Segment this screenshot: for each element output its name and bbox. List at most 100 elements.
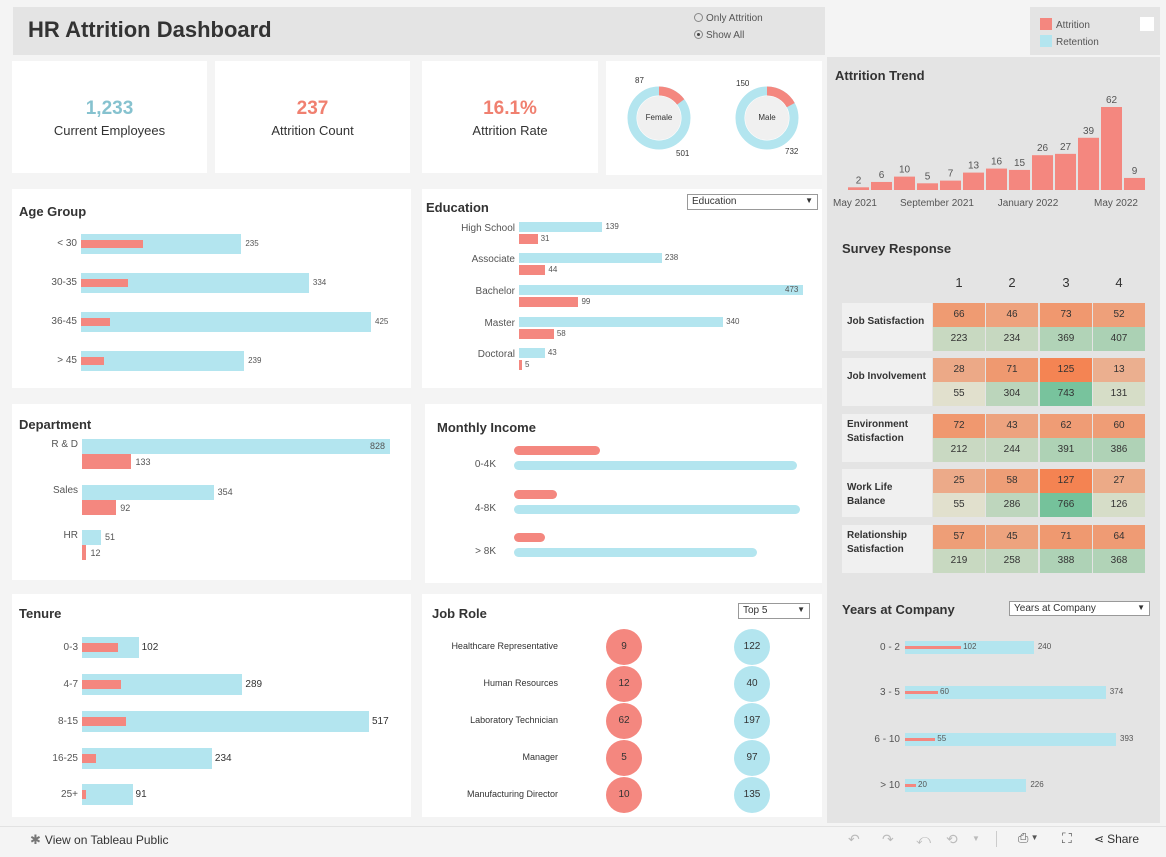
refresh-chevron-icon[interactable]: ▼ — [972, 834, 980, 843]
survey-retention-cell: 286 — [986, 493, 1038, 517]
education-attrition-bar — [519, 297, 579, 307]
yac-retention-bar — [905, 686, 1106, 699]
trend-bar — [1101, 107, 1122, 190]
survey-attrition-cell: 13 — [1093, 358, 1145, 382]
department-retention-bar — [82, 530, 101, 545]
kpi-attrition-rate-label: Attrition Rate — [472, 123, 548, 138]
survey-title: Survey Response — [842, 241, 952, 256]
legend-toggle-box[interactable] — [1140, 17, 1154, 31]
age-retention-value: 239 — [248, 356, 262, 365]
radio-empty-icon[interactable] — [694, 13, 703, 22]
kpi-attrition-count-card: 237 Attrition Count — [215, 61, 410, 173]
tenure-title: Tenure — [19, 606, 62, 621]
kpi-employees-value: 1,233 — [85, 98, 134, 119]
education-retention-bar — [519, 253, 662, 263]
trend-bar — [1055, 153, 1076, 190]
view-on-tableau-link[interactable]: ✱ View on Tableau Public — [30, 832, 169, 848]
department-category-label: Sales — [52, 485, 78, 496]
female-label: Female — [645, 113, 673, 122]
tenure-retention-value: 91 — [135, 789, 147, 800]
education-dropdown[interactable]: Education ▼ — [687, 194, 818, 210]
gender-card: Female Male 87 501 150 732 — [606, 61, 822, 175]
age-attrition-bar — [81, 279, 129, 287]
tenure-retention-value: 234 — [214, 753, 232, 764]
survey-attrition-cell: 43 — [986, 414, 1038, 438]
department-category-label: HR — [63, 530, 78, 541]
education-category-label: Bachelor — [475, 286, 515, 297]
education-category-label: Master — [484, 318, 515, 329]
survey-attrition-cell: 64 — [1093, 525, 1145, 549]
job-role-dropdown[interactable]: Top 5 ▼ — [738, 603, 810, 619]
education-attrition-value: 5 — [525, 360, 530, 369]
education-category-label: High School — [461, 223, 515, 234]
tenure-attrition-bar — [82, 680, 122, 689]
department-retention-value: 51 — [104, 532, 115, 542]
yac-attrition-bar — [905, 646, 962, 649]
chevron-down-icon: ▼ — [805, 196, 813, 205]
survey-retention-cell: 131 — [1093, 382, 1145, 406]
age-group-card: Age Group < 30 235 30-35 334 36-45 425 > 45 239 — [12, 189, 411, 388]
undo-icon[interactable]: ↶ — [848, 831, 860, 847]
tenure-retention-bar — [82, 748, 212, 769]
survey-retention-cell: 407 — [1093, 327, 1145, 351]
tableau-logo-icon: ✱ — [30, 832, 41, 847]
trend-xtick-label: September 2021 — [900, 198, 974, 209]
survey-retention-cell: 388 — [1040, 549, 1092, 573]
job-role-attrition-circle: 12 — [606, 666, 642, 702]
survey-attrition-cell: 25 — [933, 469, 985, 493]
male-attrition-ring — [735, 86, 799, 150]
tenure-retention-bar — [82, 674, 243, 695]
income-category-label: 0-4K — [474, 459, 496, 470]
survey-retention-cell: 55 — [933, 382, 985, 406]
survey-retention-cell: 212 — [933, 438, 985, 462]
filter-only-attrition-label: Only Attrition — [706, 13, 763, 24]
yac-attrition-value: 102 — [963, 642, 977, 651]
filter-show-all[interactable]: Show All — [694, 30, 744, 41]
survey-row-label: Work Life Balance — [847, 482, 893, 507]
revert-icon[interactable]: ⤺ — [916, 831, 931, 847]
survey-row-label-bg — [842, 469, 932, 517]
radio-selected-icon[interactable] — [694, 30, 703, 39]
filter-only-attrition[interactable]: Only Attrition — [694, 13, 763, 24]
income-retention-bar — [514, 461, 798, 470]
trend-bar-value: 13 — [968, 161, 980, 172]
yac-retention-value: 393 — [1120, 734, 1134, 743]
job-role-attrition-circle: 5 — [606, 740, 642, 776]
trend-bar-value: 27 — [1060, 142, 1072, 153]
age-category-label: < 30 — [57, 238, 77, 249]
refresh-icon[interactable]: ⟲ — [946, 831, 958, 847]
age-retention-value: 425 — [375, 317, 389, 326]
kpi-attrition-count-label: Attrition Count — [271, 123, 354, 138]
education-retention-value: 340 — [726, 317, 740, 326]
age-category-label: > 45 — [57, 355, 77, 366]
department-attrition-value: 92 — [120, 503, 131, 513]
yac-retention-value: 226 — [1030, 780, 1044, 789]
tenure-retention-bar — [82, 711, 369, 732]
survey-row-label-bg — [842, 358, 932, 406]
trend-bar-value: 10 — [899, 165, 911, 176]
attrition-trend-title: Attrition Trend — [835, 68, 925, 83]
tenure-category-label: 4-7 — [63, 679, 78, 690]
education-attrition-value: 44 — [548, 265, 558, 274]
survey-attrition-cell: 72 — [933, 414, 985, 438]
yac-retention-bar — [905, 733, 1116, 746]
yac-attrition-bar — [905, 738, 936, 741]
job-role-card: Job Role Top 5 ▼ Healthcare Representativ… — [422, 594, 822, 817]
redo-icon[interactable]: ↷ — [882, 831, 894, 847]
footer-bar — [0, 826, 1166, 857]
years-at-company-dropdown[interactable]: Years at Company ▼ — [1009, 601, 1150, 616]
job-role-attrition-circle: 9 — [606, 629, 642, 665]
education-attrition-bar — [519, 360, 522, 370]
male-center — [745, 96, 789, 140]
education-attrition-value: 99 — [581, 297, 591, 306]
yac-category-label: 3 - 5 — [879, 687, 900, 698]
fullscreen-icon[interactable]: ⛶ — [1062, 830, 1072, 846]
share-button[interactable]: ⋖ Share — [1094, 832, 1139, 846]
tenure-retention-value: 289 — [245, 679, 263, 690]
download-icon[interactable]: ⎙ ▼ — [1018, 830, 1039, 845]
department-attrition-bar — [82, 454, 132, 469]
legend-retention-swatch — [1040, 35, 1052, 47]
survey-row-label: Environment Satisfaction — [847, 419, 909, 444]
age-group-title: Age Group — [19, 204, 87, 219]
